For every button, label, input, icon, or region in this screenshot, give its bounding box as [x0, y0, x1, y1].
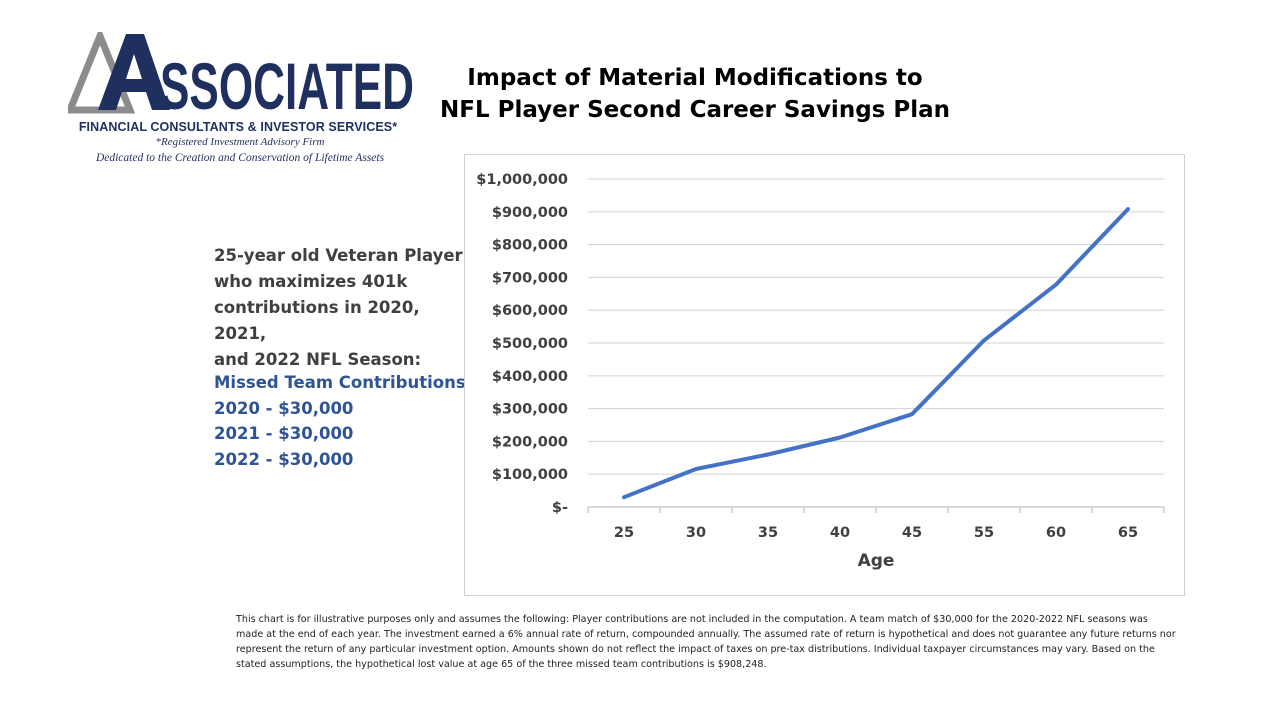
missed-contribution-item: 2021 - $30,000	[214, 424, 354, 443]
x-tick-label: 35	[758, 525, 778, 541]
x-tick-label: 30	[686, 525, 706, 541]
logo-a-counter	[126, 54, 142, 79]
y-tick-label: $500,000	[492, 336, 568, 352]
y-tick-label: $700,000	[492, 270, 568, 286]
x-tick-label: 40	[830, 525, 850, 541]
y-tick-label: $800,000	[492, 238, 568, 254]
y-tick-label: $300,000	[492, 402, 568, 418]
scenario-line: and 2022 NFL Season:	[214, 350, 422, 369]
logo-wordmark: SSOCIATED	[160, 49, 414, 122]
slide-title: Impact of Material Modifications to NFL …	[440, 62, 950, 126]
company-logo: SSOCIATED FINANCIAL CONSULTANTS & INVEST…	[60, 32, 420, 167]
series-line	[622, 207, 1130, 500]
logo-tagline-3: Dedicated to the Creation and Conservati…	[95, 152, 385, 164]
associated-logo-mark: SSOCIATED	[68, 32, 414, 122]
x-axis-title: Age	[858, 551, 895, 571]
y-tick-label: $100,000	[492, 467, 568, 483]
y-tick-label: $600,000	[492, 303, 568, 319]
scenario-line: who maximizes 401k	[214, 272, 408, 291]
x-tick-label: 25	[614, 525, 634, 541]
y-tick-label: $200,000	[492, 434, 568, 450]
x-tick-label: 45	[902, 525, 922, 541]
missed-contributions: Missed Team Contributions: 2020 - $30,00…	[214, 370, 474, 472]
missed-contribution-item: 2022 - $30,000	[214, 449, 354, 469]
x-tick-label: 60	[1046, 525, 1066, 541]
missed-contribution-item: 2020 - $30,000	[214, 398, 354, 418]
y-tick-label: $-	[552, 500, 568, 516]
x-tick-label: 55	[974, 525, 994, 541]
chart-container: $- $100,000 $200,000 $300,000 $400,000 $500,0…	[464, 154, 1185, 596]
disclaimer-text: This chart is for illustrative purposes …	[236, 614, 1176, 670]
line-chart: $- $100,000 $200,000 $300,000 $400,000 $500,0…	[476, 172, 1165, 571]
slide-title-line-1: Impact of Material Modifications to	[467, 65, 923, 91]
y-tick-label: $400,000	[492, 369, 568, 385]
slide-title-line-2: NFL Player Second Career Savings Plan	[440, 97, 950, 123]
scenario-line: contributions in 2020, 2021,	[214, 298, 420, 343]
y-tick-label: $1,000,000	[476, 172, 568, 188]
missed-contributions-heading: Missed Team Contributions:	[214, 373, 473, 392]
logo-tagline-1: FINANCIAL CONSULTANTS & INVESTOR SERVICE…	[78, 120, 398, 134]
logo-tagline-2: *Registered Investment Advisory Firm	[155, 136, 325, 148]
x-tick-label: 65	[1118, 525, 1138, 541]
scenario-description: 25-year old Veteran Player who maximizes…	[214, 243, 474, 373]
y-tick-label: $900,000	[492, 205, 568, 221]
scenario-line: 25-year old Veteran Player	[214, 246, 463, 265]
